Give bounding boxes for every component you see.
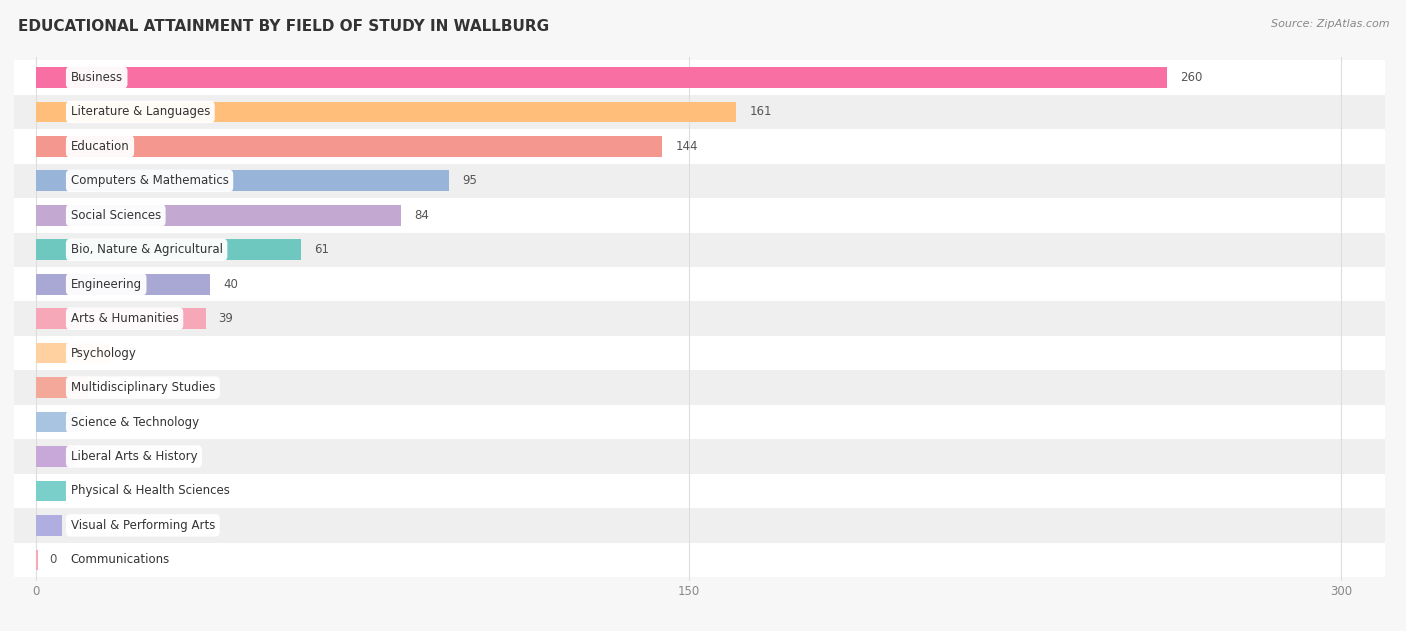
Text: 40: 40: [224, 278, 238, 291]
Bar: [35, 377, 89, 398]
Bar: [35, 67, 1167, 88]
Text: 6: 6: [75, 519, 83, 532]
Bar: [14, 405, 1385, 439]
Bar: [14, 198, 1385, 232]
Text: Psychology: Psychology: [70, 346, 136, 360]
Bar: [14, 370, 1385, 405]
Text: 84: 84: [415, 209, 429, 221]
Text: 12: 12: [101, 381, 117, 394]
Text: Literature & Languages: Literature & Languages: [70, 105, 209, 119]
Text: Visual & Performing Arts: Visual & Performing Arts: [70, 519, 215, 532]
Text: 11: 11: [97, 416, 111, 428]
Text: 0: 0: [49, 553, 56, 567]
Text: Bio, Nature & Agricultural: Bio, Nature & Agricultural: [70, 243, 222, 256]
Text: Engineering: Engineering: [70, 278, 142, 291]
Bar: [35, 274, 209, 295]
Bar: [14, 508, 1385, 543]
Bar: [35, 136, 662, 156]
Text: Arts & Humanities: Arts & Humanities: [70, 312, 179, 325]
Bar: [35, 411, 84, 432]
Text: Communications: Communications: [70, 553, 170, 567]
Bar: [35, 446, 75, 467]
Bar: [35, 239, 301, 260]
Bar: [14, 439, 1385, 474]
Bar: [14, 95, 1385, 129]
Bar: [35, 309, 205, 329]
Text: Multidisciplinary Studies: Multidisciplinary Studies: [70, 381, 215, 394]
Bar: [35, 481, 66, 501]
Text: 9: 9: [89, 450, 96, 463]
Bar: [14, 302, 1385, 336]
Bar: [35, 170, 450, 191]
Bar: [35, 102, 737, 122]
Text: 39: 39: [218, 312, 233, 325]
Text: Business: Business: [70, 71, 122, 84]
Text: Social Sciences: Social Sciences: [70, 209, 160, 221]
Text: Computers & Mathematics: Computers & Mathematics: [70, 174, 229, 187]
Text: Liberal Arts & History: Liberal Arts & History: [70, 450, 197, 463]
Text: 144: 144: [675, 140, 697, 153]
Text: Science & Technology: Science & Technology: [70, 416, 198, 428]
Text: Education: Education: [70, 140, 129, 153]
Bar: [14, 163, 1385, 198]
Bar: [14, 336, 1385, 370]
Bar: [35, 515, 62, 536]
Bar: [35, 550, 38, 570]
Text: 260: 260: [1181, 71, 1202, 84]
Bar: [14, 60, 1385, 95]
Text: Source: ZipAtlas.com: Source: ZipAtlas.com: [1271, 19, 1389, 29]
Text: 161: 161: [749, 105, 772, 119]
Bar: [14, 474, 1385, 508]
Bar: [14, 129, 1385, 163]
Bar: [14, 232, 1385, 267]
Text: 61: 61: [315, 243, 329, 256]
Bar: [14, 543, 1385, 577]
Text: Physical & Health Sciences: Physical & Health Sciences: [70, 485, 229, 497]
Text: 95: 95: [463, 174, 477, 187]
Bar: [14, 267, 1385, 302]
Bar: [35, 205, 401, 226]
Text: 7: 7: [79, 485, 87, 497]
Bar: [35, 343, 110, 363]
Text: 17: 17: [122, 346, 138, 360]
Text: EDUCATIONAL ATTAINMENT BY FIELD OF STUDY IN WALLBURG: EDUCATIONAL ATTAINMENT BY FIELD OF STUDY…: [18, 19, 550, 34]
